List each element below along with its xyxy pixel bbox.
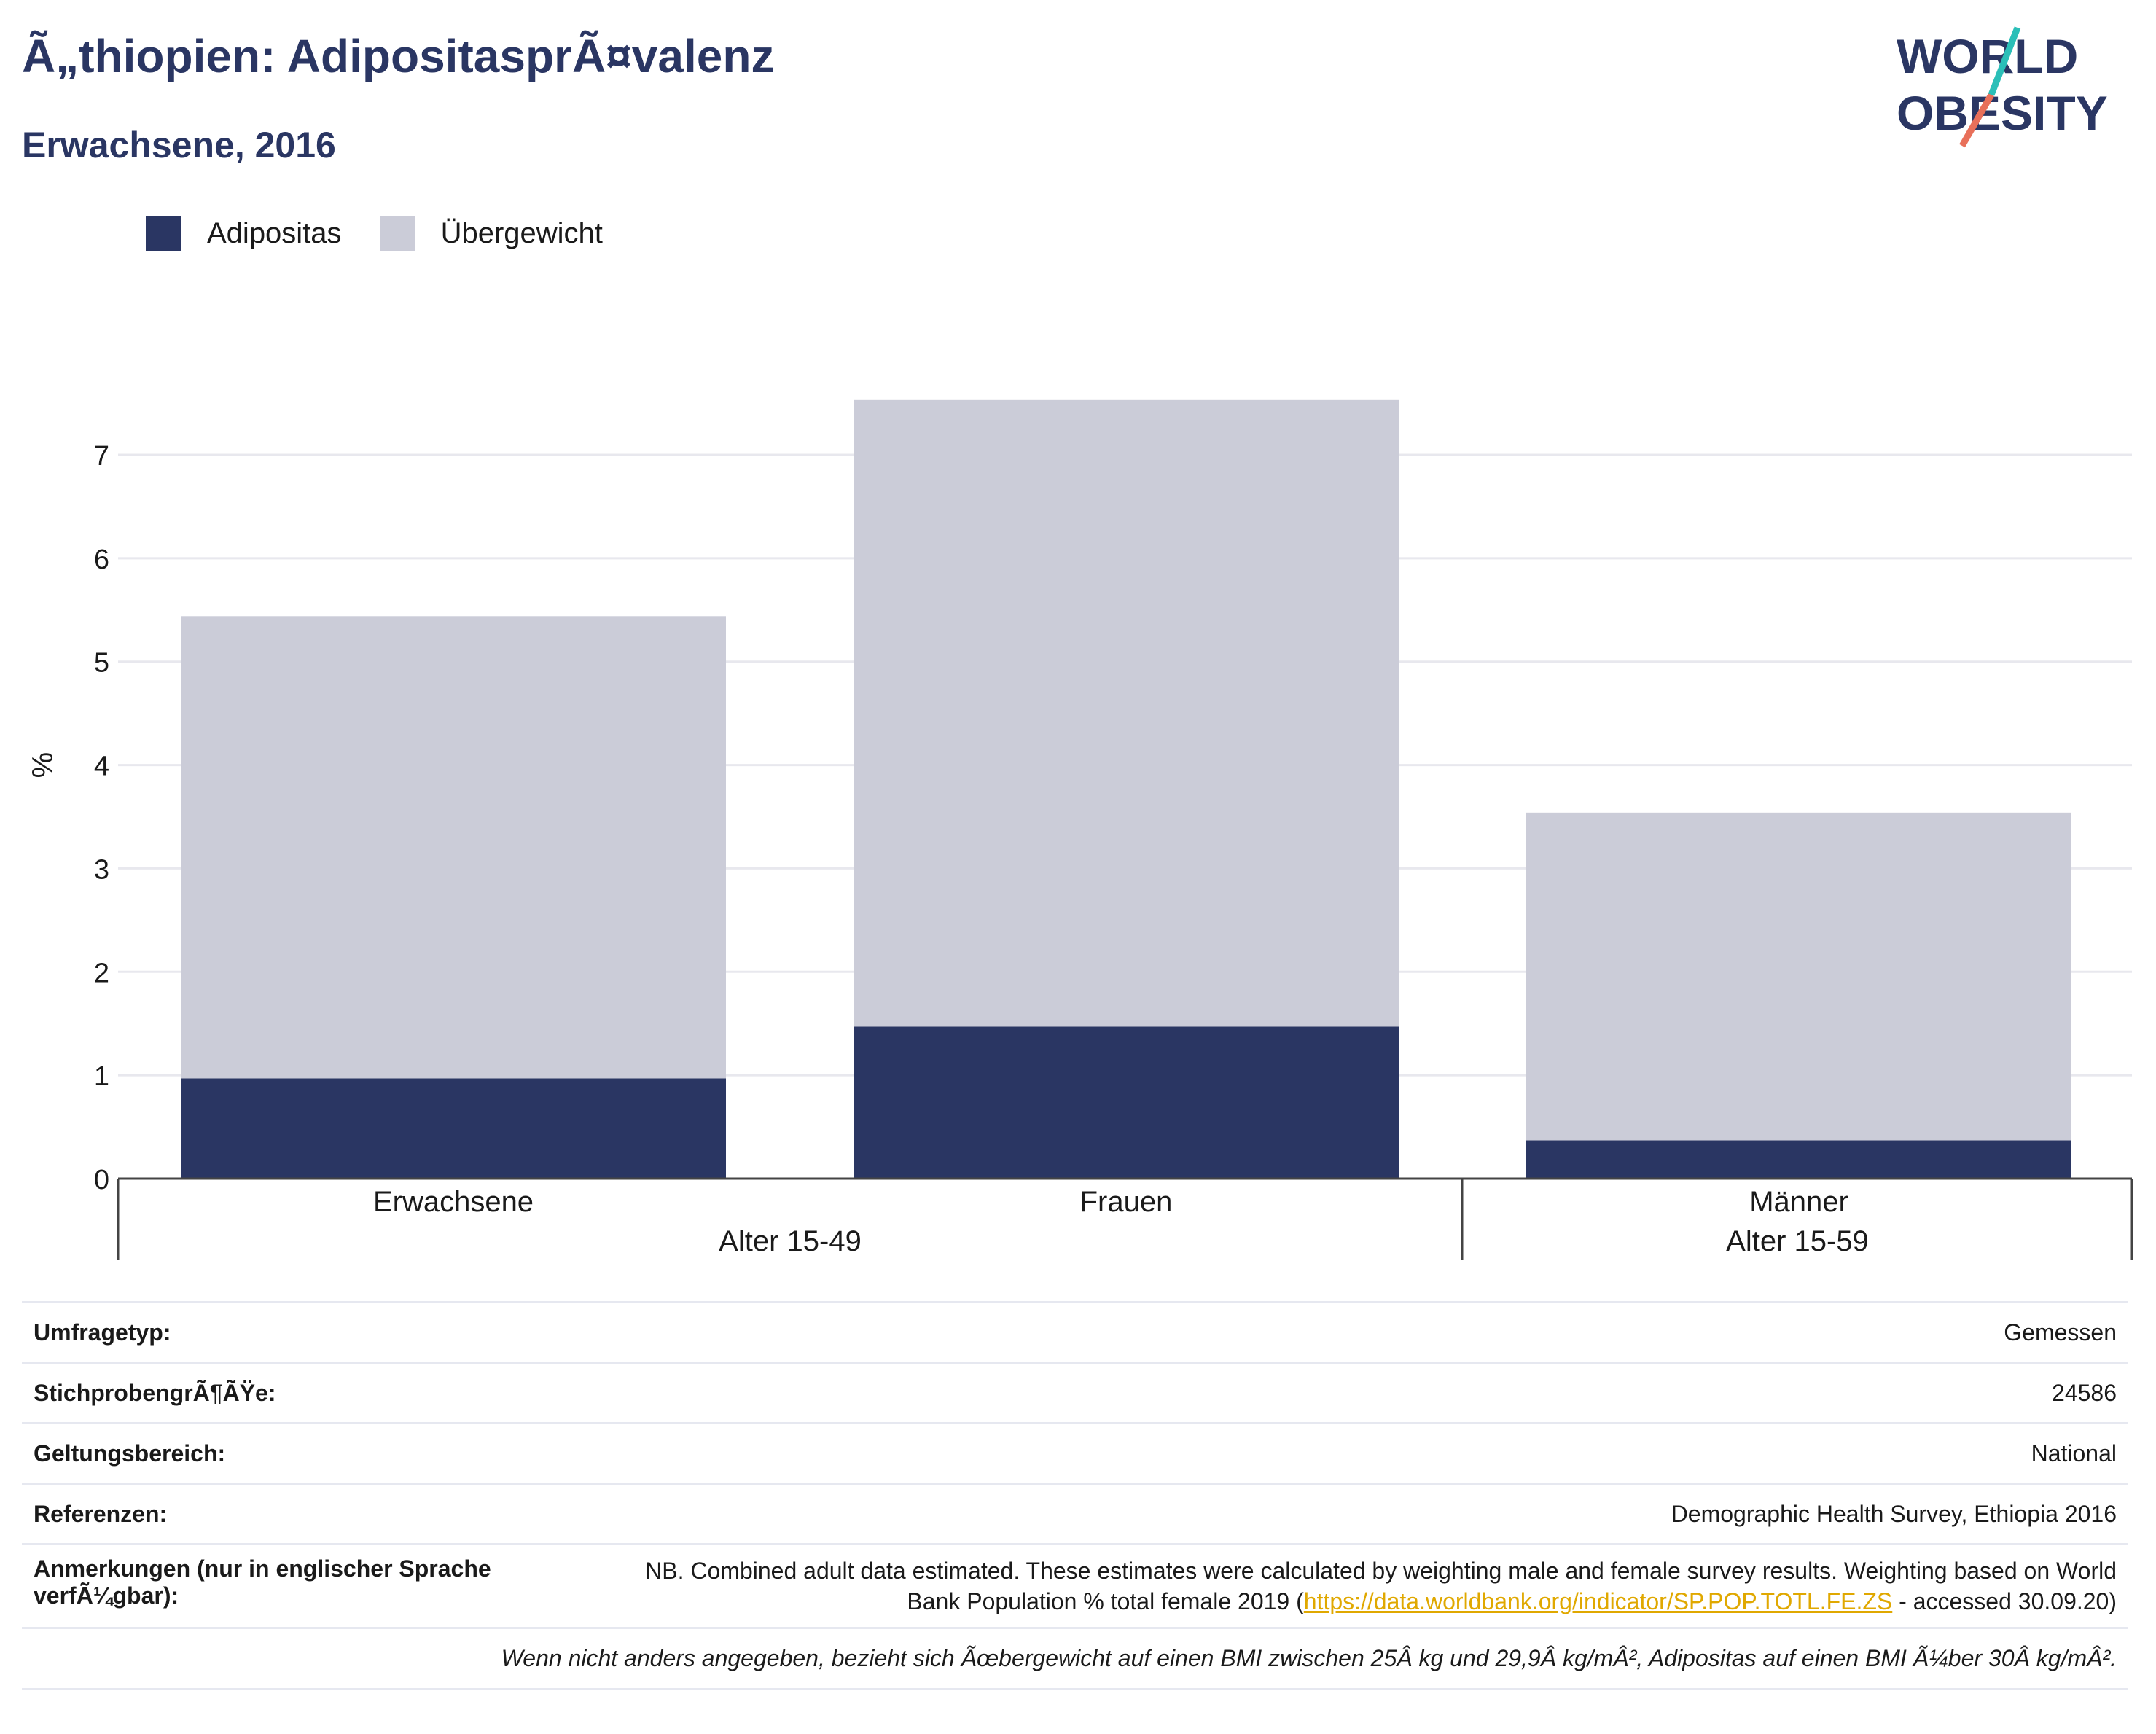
chart-legend: Adipositas Übergewicht	[146, 216, 641, 251]
info-value: National	[2031, 1440, 2117, 1467]
x-category-label: Männer	[1749, 1186, 1848, 1218]
info-row-scope: Geltungsbereich: National	[22, 1422, 2128, 1483]
info-row-sample-size: StichprobengrÃ¶ÃŸe: 24586	[22, 1362, 2128, 1422]
x-category-label: Erwachsene	[373, 1186, 534, 1218]
legend-label-overweight: Übergewicht	[440, 216, 603, 249]
y-tick-label: 1	[94, 1061, 109, 1092]
world-obesity-logo: WORLD OBESITY	[1897, 26, 2108, 148]
footnote: Wenn nicht anders angegeben, bezieht sic…	[22, 1627, 2128, 1690]
logo-line-2: OBESITY	[1897, 86, 2108, 140]
legend-swatch-obesity	[146, 216, 181, 251]
x-category-label: Frauen	[1080, 1186, 1173, 1218]
legend-label-obesity: Adipositas	[207, 216, 342, 249]
logo-slash-teal	[1988, 26, 2021, 96]
info-row-references: Referenzen: Demographic Health Survey, E…	[22, 1483, 2128, 1543]
info-value: Gemessen	[2004, 1319, 2117, 1346]
legend-item-overweight[interactable]: Übergewicht	[379, 216, 603, 251]
bar-obesity-1	[854, 1026, 1399, 1179]
notes-label: Anmerkungen (nur in englischer Sprache v…	[34, 1555, 491, 1609]
logo-line-1: WORLD	[1897, 29, 2078, 83]
x-group-label: Alter 15-59	[1726, 1225, 1869, 1257]
notes-value: NB. Combined adult data estimated. These…	[586, 1555, 2117, 1617]
legend-swatch-overweight	[379, 216, 415, 251]
x-group-label: Alter 15-49	[719, 1225, 862, 1257]
bar-overweight-1	[854, 399, 1399, 1027]
worldbank-link[interactable]: https://data.worldbank.org/indicator/SP.…	[1303, 1588, 1893, 1614]
y-tick-label: 7	[94, 441, 109, 472]
y-axis-label: %	[27, 752, 59, 778]
notes-text-before: NB. Combined adult data estimated. These…	[645, 1558, 2117, 1614]
info-label: Umfragetyp:	[34, 1319, 171, 1346]
info-label: StichprobengrÃ¶ÃŸe:	[34, 1379, 276, 1406]
y-tick-label: 6	[94, 544, 109, 575]
bar-obesity-2	[1526, 1140, 2071, 1179]
survey-info-table: Umfragetyp: Gemessen StichprobengrÃ¶ÃŸe:…	[22, 1301, 2128, 1690]
bar-overweight-0	[181, 616, 726, 1079]
y-tick-label: 4	[94, 751, 109, 782]
info-value: 24586	[2052, 1379, 2117, 1406]
y-tick-label: 5	[94, 648, 109, 679]
y-tick-label: 3	[94, 854, 109, 885]
page-subtitle: Erwachsene, 2016	[22, 125, 336, 165]
legend-item-obesity[interactable]: Adipositas	[146, 216, 342, 251]
y-tick-label: 2	[94, 958, 109, 988]
bar-obesity-0	[181, 1078, 726, 1179]
page-title: Ã„thiopien: AdipositasprÃ¤valenz	[22, 30, 775, 82]
info-label: Geltungsbereich:	[34, 1440, 226, 1467]
bar-overweight-2	[1526, 812, 2071, 1141]
logo-slash-red	[1959, 93, 1994, 148]
info-row-notes: Anmerkungen (nur in englischer Sprache v…	[22, 1543, 2128, 1627]
info-row-survey-type: Umfragetyp: Gemessen	[22, 1301, 2128, 1362]
stacked-bar-chart: 0 1 2 3 4 5 6 7% Erwachsene Frauen Männer Alter 15-…	[27, 399, 2133, 1260]
info-label: Referenzen:	[34, 1500, 168, 1527]
notes-text-after: - accessed 30.09.20)	[1892, 1588, 2117, 1614]
info-value: Demographic Health Survey, Ethiopia 2016	[1671, 1500, 2117, 1527]
y-tick-label: 0	[94, 1165, 109, 1195]
